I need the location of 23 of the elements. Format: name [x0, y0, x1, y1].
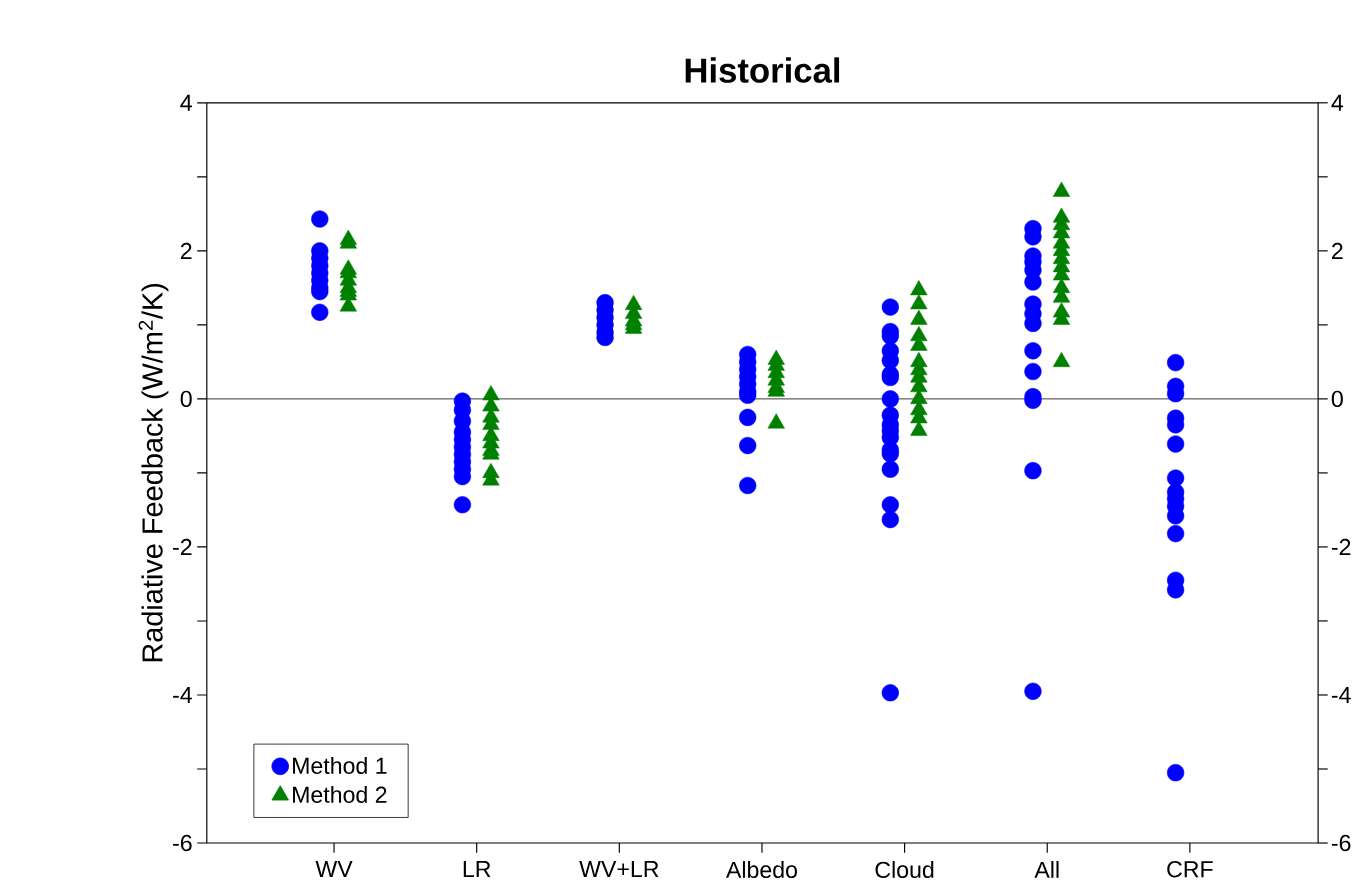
x-tick-label: CRF — [1167, 861, 1213, 878]
y2-tick-label: -4 — [1331, 687, 1351, 704]
legend-label: Method 2 — [293, 786, 387, 804]
x-tick-label: LR — [463, 861, 491, 878]
x-tick-label: All — [1034, 861, 1059, 878]
legend-label: Method 1 — [293, 757, 387, 775]
y-tick-label: 4 — [180, 95, 192, 111]
x-tick-label: Albedo — [725, 861, 797, 879]
y2-tick-label: 2 — [1332, 242, 1343, 260]
y-tick-label: -6 — [173, 834, 192, 852]
y2-tick-label: -2 — [1331, 539, 1351, 556]
y2-tick-label: -6 — [1331, 834, 1351, 852]
y2-tick-label: 0 — [1331, 390, 1343, 408]
y2-tick-label: 4 — [1331, 95, 1344, 111]
y-tick-label: 0 — [180, 390, 192, 408]
y-tick-label: -2 — [173, 539, 192, 556]
x-tick-label: WV — [315, 861, 353, 878]
y-tick-label: 2 — [180, 242, 192, 260]
x-tick-label: Cloud — [875, 861, 934, 879]
x-tick-label: WV+LR — [579, 861, 659, 878]
y-tick-label: -4 — [173, 687, 192, 704]
chart-title: Historical — [685, 57, 840, 84]
y-axis-title: Radiative Feedback (W/m$^{2}$/K) — [138, 284, 169, 662]
